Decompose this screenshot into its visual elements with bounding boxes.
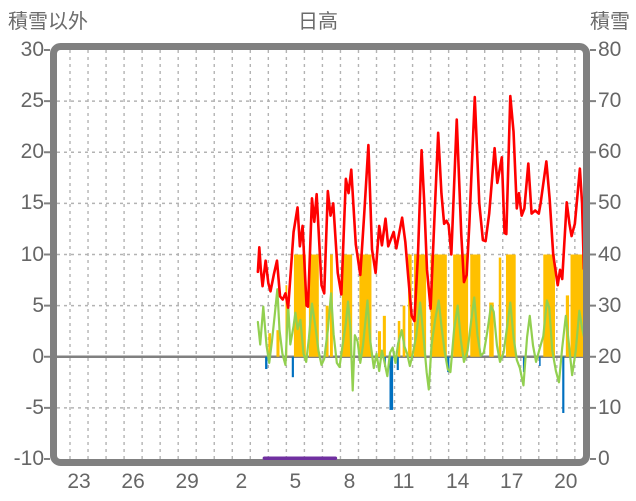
left-axis-tick-label: 10 bbox=[20, 242, 44, 266]
x-axis-tick-label: 5 bbox=[289, 470, 302, 493]
right-axis-tick-label: 80 bbox=[598, 38, 622, 61]
left-axis-tick-label: 15 bbox=[20, 191, 44, 215]
right-axis-tick-label: 70 bbox=[598, 89, 622, 113]
right-axis-tick-label: 40 bbox=[598, 242, 622, 266]
right-axis-tick-label: 0 bbox=[598, 447, 610, 470]
right-axis-title: 積雪 bbox=[590, 11, 630, 33]
x-axis-tick-label: 2 bbox=[235, 470, 248, 493]
left-axis-tick-label: 0 bbox=[32, 344, 44, 368]
x-axis-tick-label: 29 bbox=[175, 470, 199, 493]
x-axis-tick-label: 14 bbox=[445, 470, 470, 493]
right-axis-tick-label: 10 bbox=[598, 395, 622, 419]
left-axis-tick-label: 30 bbox=[20, 38, 44, 61]
left-axis-tick-label: 5 bbox=[32, 293, 44, 317]
x-axis-tick-label: 11 bbox=[392, 470, 415, 493]
left-axis-tick-label: 25 bbox=[20, 89, 44, 113]
x-axis-tick-label: 20 bbox=[554, 470, 578, 493]
right-axis-tick-label: 50 bbox=[598, 191, 622, 215]
left-axis-tick-label: -5 bbox=[25, 395, 44, 419]
x-axis-tick-label: 23 bbox=[67, 470, 91, 493]
left-axis-title: 積雪以外 bbox=[8, 11, 88, 33]
right-axis-tick-label: 20 bbox=[598, 344, 622, 368]
left-axis-tick-label: -10 bbox=[13, 447, 44, 470]
x-axis-tick-label: 8 bbox=[343, 470, 356, 493]
x-axis-tick-label: 26 bbox=[121, 470, 145, 493]
x-axis-tick-label: 17 bbox=[500, 470, 524, 493]
chart-title: 日高 bbox=[298, 11, 338, 33]
left-axis-tick-label: 20 bbox=[20, 140, 44, 164]
right-axis-tick-label: 30 bbox=[598, 293, 622, 317]
right-axis-tick-label: 60 bbox=[598, 140, 622, 164]
